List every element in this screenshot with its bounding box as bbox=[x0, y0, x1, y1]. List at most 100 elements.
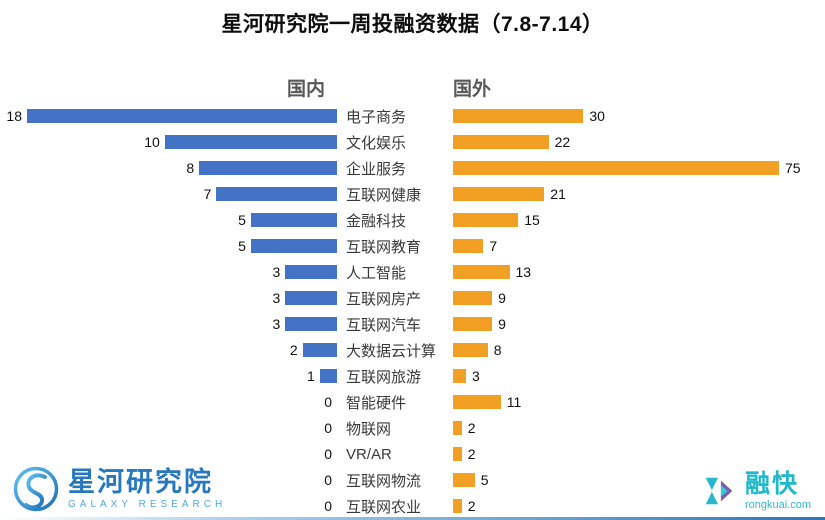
foreign-bar bbox=[453, 291, 493, 305]
domestic-cell: 8 bbox=[0, 161, 337, 175]
category-label: 大数据云计算 bbox=[346, 342, 437, 360]
galaxy-logo-text: 星河研究院 GALAXY RESEARCH bbox=[68, 467, 226, 510]
domestic-cell: 3 bbox=[0, 317, 337, 331]
category-label: 互联网农业 bbox=[346, 498, 422, 516]
chart-row: 18 电子商务 30 bbox=[0, 103, 825, 129]
domestic-cell: 0 bbox=[0, 447, 337, 461]
domestic-value-label: 3 bbox=[272, 290, 281, 306]
category-label: 互联网教育 bbox=[346, 238, 422, 256]
domestic-cell: 1 bbox=[0, 369, 337, 383]
foreign-cell: 7 bbox=[449, 239, 825, 253]
chart-title: 星河研究院一周投融资数据（7.8-7.14） bbox=[221, 13, 604, 36]
chart-row: 3 人工智能 13 bbox=[0, 259, 825, 285]
category-label: 互联网房产 bbox=[346, 290, 422, 308]
foreign-value-label: 30 bbox=[589, 108, 605, 124]
foreign-bar bbox=[453, 213, 519, 227]
foreign-cell: 22 bbox=[449, 135, 825, 149]
domestic-value-label: 0 bbox=[324, 446, 332, 462]
foreign-bar bbox=[453, 421, 462, 435]
foreign-cell: 9 bbox=[449, 291, 825, 305]
domestic-value-label: 3 bbox=[272, 264, 281, 280]
domestic-cell: 3 bbox=[0, 291, 337, 305]
domestic-bar bbox=[302, 343, 337, 357]
domestic-bar bbox=[199, 161, 337, 175]
foreign-cell: 21 bbox=[449, 187, 825, 201]
domestic-value-label: 0 bbox=[324, 420, 332, 436]
category-label: 智能硬件 bbox=[346, 394, 407, 412]
bottom-accent-strip bbox=[0, 517, 825, 520]
foreign-bar bbox=[453, 135, 549, 149]
rongkuai-logo-text: 融快 rongkuai.com bbox=[744, 469, 811, 511]
domestic-bar bbox=[27, 109, 337, 123]
category-label: 互联网物流 bbox=[346, 472, 422, 490]
chart-row: 0 互联网物流 5 bbox=[0, 467, 825, 493]
category-label: 物联网 bbox=[346, 420, 392, 438]
domestic-cell: 0 bbox=[0, 499, 337, 513]
foreign-bar bbox=[453, 109, 584, 123]
foreign-cell: 8 bbox=[449, 343, 825, 357]
foreign-cell: 2 bbox=[449, 421, 825, 435]
foreign-bar bbox=[453, 395, 501, 409]
foreign-series-label: 国外 bbox=[453, 79, 492, 100]
domestic-cell: 18 bbox=[0, 109, 337, 123]
chart-row: 0 物联网 2 bbox=[0, 415, 825, 441]
chart-row: 0 互联网农业 2 bbox=[0, 493, 825, 519]
series-header: 国内 国外 bbox=[0, 74, 825, 101]
domestic-cell: 0 bbox=[0, 473, 337, 487]
domestic-bar bbox=[250, 239, 337, 253]
foreign-cell: 3 bbox=[449, 369, 825, 383]
domestic-value-label: 10 bbox=[144, 134, 160, 150]
domestic-cell: 10 bbox=[0, 135, 337, 149]
foreign-cell: 2 bbox=[449, 499, 825, 513]
category-label: 互联网旅游 bbox=[346, 368, 422, 386]
domestic-value-label: 5 bbox=[238, 212, 246, 228]
chart-rows: 18 电子商务 30 10 文化娱乐 22 8 企业服务 75 7 互联网健康 21 5 金融科技 15 5 互… bbox=[0, 103, 825, 519]
domestic-cell: 0 bbox=[0, 421, 337, 435]
domestic-bar bbox=[319, 369, 337, 383]
foreign-value-label: 75 bbox=[785, 160, 801, 176]
chart-row: 5 互联网教育 7 bbox=[0, 233, 825, 259]
chart-row: 3 互联网汽车 9 bbox=[0, 311, 825, 337]
domestic-value-label: 0 bbox=[324, 472, 332, 488]
rongkuai-icon bbox=[705, 477, 733, 505]
domestic-cell: 5 bbox=[0, 213, 337, 227]
foreign-value-label: 3 bbox=[472, 368, 480, 384]
chart-row: 0 智能硬件 11 bbox=[0, 389, 825, 415]
chart-row: 8 企业服务 75 bbox=[0, 155, 825, 181]
chart-row: 0 VR/AR 2 bbox=[0, 441, 825, 467]
rongkuai-logo-name: 融快 bbox=[744, 469, 799, 498]
domestic-value-label: 5 bbox=[238, 238, 246, 254]
domestic-value-label: 18 bbox=[6, 108, 22, 124]
foreign-bar bbox=[453, 499, 462, 513]
category-label: 人工智能 bbox=[346, 264, 407, 282]
foreign-value-label: 13 bbox=[515, 264, 532, 280]
domestic-bar bbox=[285, 291, 337, 305]
domestic-value-label: 3 bbox=[272, 316, 281, 332]
galaxy-research-logo: 星河研究院 GALAXY RESEARCH bbox=[12, 465, 226, 513]
foreign-cell: 75 bbox=[449, 161, 825, 175]
domestic-value-label: 2 bbox=[289, 342, 298, 358]
chart-row: 5 金融科技 15 bbox=[0, 207, 825, 233]
foreign-cell: 13 bbox=[449, 265, 825, 279]
domestic-cell: 3 bbox=[0, 265, 337, 279]
foreign-bar bbox=[453, 239, 484, 253]
domestic-cell: 5 bbox=[0, 239, 337, 253]
chart-row: 7 互联网健康 21 bbox=[0, 181, 825, 207]
domestic-value-label: 0 bbox=[324, 394, 332, 410]
chart-row: 10 文化娱乐 22 bbox=[0, 129, 825, 155]
foreign-cell: 15 bbox=[449, 213, 825, 227]
chart-row: 2 大数据云计算 8 bbox=[0, 337, 825, 363]
category-label: 企业服务 bbox=[346, 160, 407, 178]
foreign-bar bbox=[453, 343, 488, 357]
domestic-bar bbox=[285, 265, 337, 279]
foreign-bar bbox=[453, 369, 466, 383]
domestic-value-label: 0 bbox=[324, 498, 332, 514]
foreign-cell: 5 bbox=[449, 473, 825, 487]
foreign-value-label: 15 bbox=[524, 212, 540, 228]
category-label: 文化娱乐 bbox=[346, 134, 407, 152]
foreign-value-label: 22 bbox=[554, 134, 571, 150]
foreign-value-label: 8 bbox=[493, 342, 502, 358]
category-label: 互联网汽车 bbox=[346, 316, 422, 334]
foreign-value-label: 9 bbox=[498, 316, 506, 332]
